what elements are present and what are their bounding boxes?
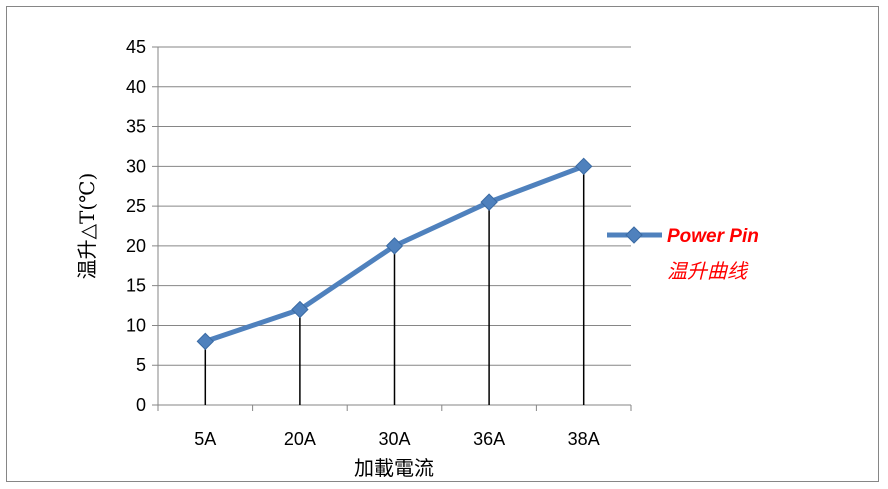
x-tick-label: 38A bbox=[568, 429, 600, 449]
y-axis-title: 温升△T(℃) bbox=[75, 173, 99, 280]
y-tick-label: 25 bbox=[126, 196, 146, 216]
series-group bbox=[196, 157, 593, 351]
gridlines bbox=[152, 46, 632, 411]
y-tick-label: 15 bbox=[126, 276, 146, 296]
x-tick-labels: 5A 20A 30A 36A 38A bbox=[194, 429, 599, 449]
x-tick-label: 20A bbox=[284, 429, 316, 449]
y-tick-label: 10 bbox=[126, 315, 146, 335]
y-tick-label: 45 bbox=[126, 37, 146, 57]
y-tick-label: 40 bbox=[126, 77, 146, 97]
x-tick-label: 30A bbox=[378, 429, 410, 449]
chart-frame bbox=[6, 6, 879, 482]
data-point bbox=[480, 193, 498, 211]
x-tick-label: 5A bbox=[194, 429, 216, 449]
legend-series-name: Power Pin bbox=[667, 226, 759, 247]
y-tick-label: 20 bbox=[126, 236, 146, 256]
y-tick-label: 5 bbox=[136, 355, 146, 375]
y-tick-labels: 0 5 10 15 20 25 30 35 40 45 bbox=[126, 37, 146, 415]
data-point bbox=[385, 237, 404, 255]
legend: Power Pin 温升曲线 bbox=[607, 226, 759, 283]
drop-lines bbox=[204, 166, 585, 405]
legend-marker bbox=[625, 226, 643, 244]
data-point bbox=[574, 157, 593, 176]
y-tick-label: 0 bbox=[136, 395, 146, 415]
legend-series-name-line2: 温升曲线 bbox=[667, 259, 749, 283]
y-tick-label: 35 bbox=[126, 117, 146, 137]
x-axis-title: 加載電流 bbox=[354, 456, 434, 480]
data-point bbox=[196, 332, 215, 351]
y-tick-label: 30 bbox=[126, 156, 146, 176]
data-point bbox=[291, 300, 309, 319]
x-tick-label: 36A bbox=[473, 429, 505, 449]
